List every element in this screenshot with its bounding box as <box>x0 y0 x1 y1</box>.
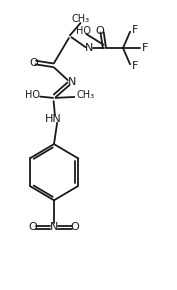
Text: O: O <box>96 26 104 36</box>
Text: F: F <box>142 43 148 53</box>
Text: CH₃: CH₃ <box>76 90 95 100</box>
Text: O: O <box>71 222 80 233</box>
Text: N: N <box>67 77 76 86</box>
Text: HN: HN <box>45 114 61 124</box>
Text: O: O <box>29 57 38 68</box>
Text: HO: HO <box>25 90 40 100</box>
Text: F: F <box>132 61 139 71</box>
Text: CH₃: CH₃ <box>72 14 90 24</box>
Text: O: O <box>28 222 37 233</box>
Text: N: N <box>50 222 58 233</box>
Text: HO: HO <box>76 26 91 36</box>
Text: N: N <box>85 43 94 53</box>
Text: F: F <box>132 25 139 35</box>
